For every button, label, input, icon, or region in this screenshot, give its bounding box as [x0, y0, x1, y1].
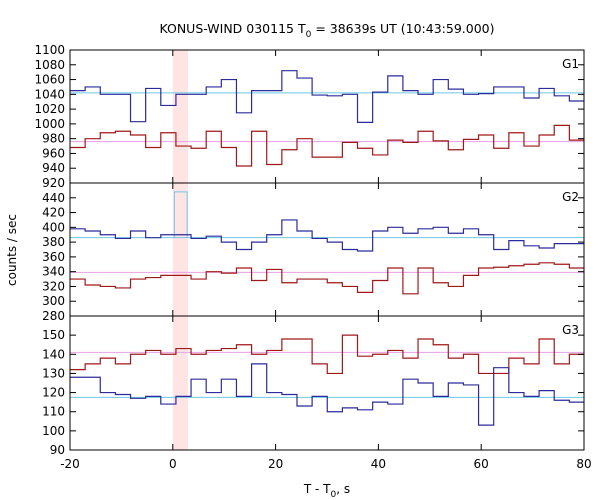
x-tick-label: 60 [474, 457, 489, 471]
chart-title: KONUS-WIND 030115 T0 = 38639s UT (10:43:… [159, 21, 494, 40]
g3-y-tick-label: 140 [42, 347, 65, 361]
x-tick-label: -20 [60, 457, 80, 471]
g3-y-tick-label: 90 [50, 443, 65, 457]
g3-y-tick-label: 150 [42, 328, 65, 342]
g2-y-tick-label: 420 [42, 206, 65, 220]
x-axis-label-rest: , s [336, 482, 350, 496]
g1-y-tick-label: 1080 [34, 58, 65, 72]
g2-label: G2 [562, 190, 579, 204]
g2-y-tick-label: 300 [42, 294, 65, 308]
g2-y-tick-label: 280 [42, 309, 65, 323]
g3-series-red [70, 334, 584, 375]
g2-y-tick-label: 340 [42, 265, 65, 279]
g3-frame [69, 315, 585, 451]
g1-y-tick-label: 1020 [34, 102, 65, 116]
x-tick-label: 80 [576, 457, 591, 471]
chart-title-rest: = 38639s UT (10:43:59.000) [311, 21, 494, 36]
g3-y-tick-label: 100 [42, 424, 65, 438]
g2-y-tick-label: 360 [42, 250, 65, 264]
g2-y-tick-label: 320 [42, 279, 65, 293]
x-axis-label-main: T - T [303, 482, 331, 496]
g1-series-red [70, 124, 584, 167]
g2-series-red [70, 262, 584, 295]
g2-spike [173, 191, 188, 238]
g1-label: G1 [562, 57, 579, 71]
g1-y-tick-label: 1000 [34, 117, 65, 131]
g2-y-tick-label: 400 [42, 220, 65, 234]
g1-y-tick-label: 1060 [34, 73, 65, 87]
g2-y-tick-label: 440 [42, 191, 65, 205]
chart-title-main: KONUS-WIND 030115 T [159, 21, 305, 36]
g1-y-tick-label: 1100 [34, 43, 65, 57]
g1-y-tick-label: 960 [42, 146, 65, 160]
y-axis-label: counts / sec [5, 214, 19, 286]
g2-series-blue [70, 219, 584, 252]
g1-series-blue [70, 70, 584, 124]
x-axis-label-subscript: 0 [331, 490, 337, 500]
x-tick-label: 0 [169, 457, 177, 471]
g1-y-tick-label: 1040 [34, 87, 65, 101]
x-tick-label: 40 [371, 457, 386, 471]
g1-y-tick-label: 940 [42, 161, 65, 175]
panels-group: 920940960980100010201040106010801100G128… [34, 43, 591, 471]
g1-frame [69, 49, 585, 184]
g3-series-blue [70, 363, 584, 426]
g1-y-tick-label: 920 [42, 176, 65, 190]
chart-title-subscript: 0 [306, 30, 312, 40]
x-axis-label: T - T0, s [303, 482, 350, 500]
x-tick-label: 20 [268, 457, 283, 471]
g3-y-tick-label: 110 [42, 405, 65, 419]
g3-y-tick-label: 120 [42, 386, 65, 400]
g2-y-tick-label: 380 [42, 235, 65, 249]
g3-y-tick-label: 130 [42, 366, 65, 380]
g3-label: G3 [562, 323, 579, 337]
highlight-band [172, 50, 188, 450]
g1-y-tick-label: 980 [42, 132, 65, 146]
